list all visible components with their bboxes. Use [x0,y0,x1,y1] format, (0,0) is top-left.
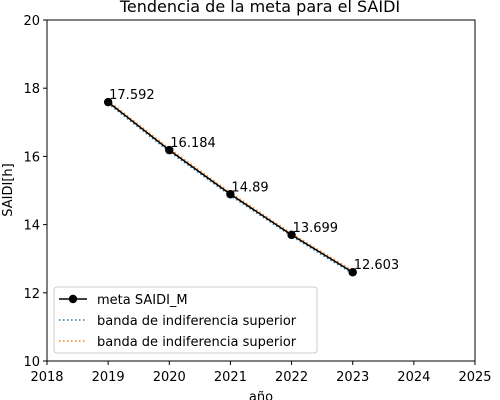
y-axis: 10 12 14 16 18 20 [23,14,47,370]
x-tick-label: 2025 [458,370,491,385]
x-axis-label: año [249,390,273,400]
y-tick-label: 12 [23,287,40,302]
x-tick-label: 2020 [153,370,186,385]
axes-frame [46,19,476,362]
data-label: 16.184 [170,136,216,151]
x-tick-label: 2018 [30,370,63,385]
legend-marker-0 [68,294,78,304]
plot-area: 17.592 16.184 14.89 13.699 12.603 [103,88,400,277]
data-label: 13.699 [293,221,339,236]
data-point [287,230,296,240]
y-tick-label: 20 [23,14,40,29]
x-tick-label: 2022 [275,370,308,385]
data-label: 12.603 [354,258,400,273]
legend-label-2: banda de indiferencia superior [97,335,297,350]
y-tick-label: 10 [23,355,40,370]
data-point [103,97,113,107]
legend-box [53,286,318,354]
data-point [348,268,357,277]
y-tick-label: 18 [23,82,40,97]
data-point [165,145,174,155]
x-tick-label: 2021 [214,370,247,385]
x-tick-label: 2023 [336,370,369,385]
x-axis: 2018 2019 2020 2021 2022 2023 2024 2025 [30,361,492,385]
data-point [226,190,235,199]
legend-label-1: banda de indiferencia superior [97,314,297,329]
x-tick-label: 2019 [92,370,125,385]
y-axis-label: SAIDI[h] [1,163,16,216]
x-tick-label: 2024 [397,370,430,385]
y-tick-label: 14 [23,219,40,234]
chart-title: Tendencia de la meta para el SAIDI [119,0,400,16]
legend-label-0: meta SAIDI_M [97,293,188,308]
data-label: 17.592 [109,88,154,103]
y-tick-label: 16 [23,150,40,165]
data-label: 14.89 [231,180,268,195]
